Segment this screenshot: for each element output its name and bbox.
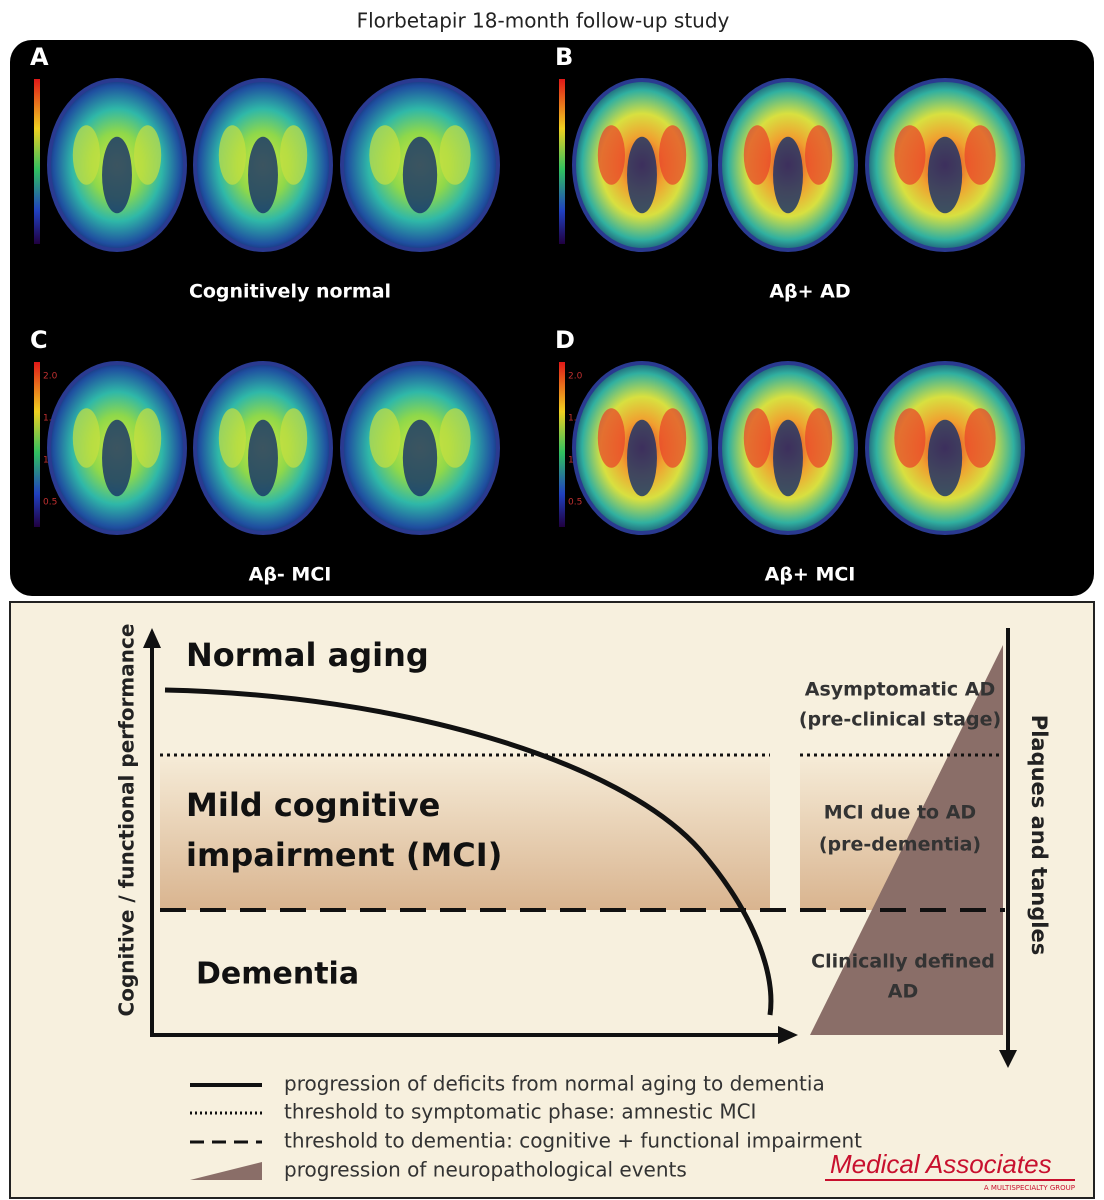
stage-label: AD: [888, 981, 918, 1003]
mci-band: [160, 755, 770, 910]
scan-detail: [248, 136, 278, 214]
scan-detail: [218, 125, 246, 185]
scale-label: 0.5: [568, 498, 582, 508]
zone-label: Normal aging: [186, 636, 429, 674]
scan-detail: [102, 419, 132, 497]
scan-detail: [402, 136, 438, 214]
x-arrow: [778, 1026, 798, 1044]
panel-caption: Aβ- MCI: [249, 564, 332, 586]
scan-detail: [439, 125, 471, 185]
scan-detail: [280, 408, 308, 468]
scale-label: 0.5: [43, 498, 57, 508]
scan-detail: [597, 125, 626, 185]
scan-detail: [597, 408, 626, 468]
title: Florbetapir 18-month follow-up study: [357, 9, 730, 33]
zone-label: impairment (MCI): [186, 836, 502, 874]
legend-label: threshold to symptomatic phase: amnestic…: [284, 1100, 756, 1124]
scan-detail: [248, 419, 278, 497]
scan-detail: [72, 408, 100, 468]
scan-detail: [894, 125, 926, 185]
panel-letter: D: [555, 326, 575, 354]
scan-detail: [627, 136, 657, 214]
color-bar: [34, 79, 40, 244]
scan-detail: [659, 408, 687, 468]
scan-detail: [927, 136, 963, 214]
color-bar: [559, 79, 565, 244]
stage-label: (pre-clinical stage): [799, 709, 1001, 731]
scan-detail: [894, 408, 926, 468]
scan-detail: [134, 408, 162, 468]
y-arrow: [143, 628, 161, 648]
scan-detail: [805, 408, 833, 468]
scan-detail: [964, 125, 996, 185]
panel-caption: Cognitively normal: [189, 281, 391, 303]
panel-letter: C: [30, 326, 48, 354]
zone-label: Mild cognitive: [186, 786, 440, 824]
stage-label: (pre-dementia): [819, 834, 981, 856]
scale-label: 2.0: [568, 372, 583, 382]
scale-label: 1.5: [568, 414, 582, 424]
scan-detail: [805, 125, 833, 185]
legend-symbol: [190, 1162, 262, 1180]
zone-label: Dementia: [196, 957, 359, 992]
scan-detail: [369, 125, 401, 185]
decline-curve: [164, 687, 774, 1016]
scan-detail: [773, 136, 803, 214]
stage-label: Clinically defined: [811, 951, 995, 973]
panel-caption: Aβ+ MCI: [765, 564, 856, 586]
pathology-triangle: [810, 645, 1003, 1035]
scan-detail: [743, 408, 772, 468]
stage-label: MCI due to AD: [824, 802, 976, 824]
panel-letter: A: [30, 43, 49, 71]
scan-detail: [773, 419, 803, 497]
scan-detail: [402, 419, 438, 497]
logo-tagline: A MULTISPECIALTY GROUP: [984, 1184, 1075, 1192]
scan-detail: [659, 125, 687, 185]
stage-label: Asymptomatic AD: [805, 679, 996, 701]
legend-label: progression of deficits from normal agin…: [284, 1072, 825, 1096]
right-arrow: [999, 1050, 1017, 1068]
color-bar: [34, 362, 40, 527]
scan-detail: [280, 125, 308, 185]
scan-detail: [102, 136, 132, 214]
panel-caption: Aβ+ AD: [769, 281, 850, 303]
scan-detail: [743, 125, 772, 185]
legend-label: progression of neuropathological events: [284, 1158, 687, 1182]
scan-detail: [369, 408, 401, 468]
scan-detail: [72, 125, 100, 185]
scan-detail: [134, 125, 162, 185]
y-axis-label: Cognitive / functional performance: [115, 624, 139, 1017]
color-bar: [559, 362, 565, 527]
scan-detail: [964, 408, 996, 468]
scale-label: 1.5: [43, 414, 57, 424]
scan-detail: [439, 408, 471, 468]
logo-name: Medical Associates: [830, 1149, 1052, 1179]
scan-detail: [627, 419, 657, 497]
scan-detail: [218, 408, 246, 468]
legend-label: threshold to dementia: cognitive + funct…: [284, 1129, 862, 1153]
right-axis-label: Plaques and tangles: [1027, 715, 1051, 955]
scan-detail: [927, 419, 963, 497]
panel-letter: B: [555, 43, 573, 71]
scale-label: 2.0: [43, 372, 58, 382]
